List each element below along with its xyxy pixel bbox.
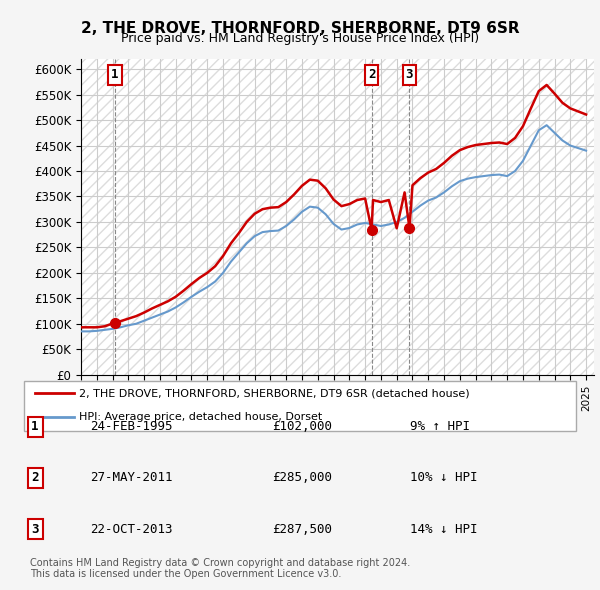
- Text: £285,000: £285,000: [272, 471, 332, 484]
- Text: 14% ↓ HPI: 14% ↓ HPI: [410, 523, 478, 536]
- Text: 27-MAY-2011: 27-MAY-2011: [90, 471, 173, 484]
- Text: £287,500: £287,500: [272, 523, 332, 536]
- Text: 1: 1: [111, 68, 119, 81]
- Text: 10% ↓ HPI: 10% ↓ HPI: [410, 471, 478, 484]
- Text: £102,000: £102,000: [272, 420, 332, 433]
- Text: HPI: Average price, detached house, Dorset: HPI: Average price, detached house, Dors…: [79, 412, 322, 422]
- Text: 2: 2: [368, 68, 376, 81]
- Text: Price paid vs. HM Land Registry's House Price Index (HPI): Price paid vs. HM Land Registry's House …: [121, 32, 479, 45]
- FancyBboxPatch shape: [24, 381, 576, 431]
- Text: 24-FEB-1995: 24-FEB-1995: [90, 420, 173, 433]
- Text: 9% ↑ HPI: 9% ↑ HPI: [410, 420, 470, 433]
- Text: 22-OCT-2013: 22-OCT-2013: [90, 523, 173, 536]
- Text: 2, THE DROVE, THORNFORD, SHERBORNE, DT9 6SR: 2, THE DROVE, THORNFORD, SHERBORNE, DT9 …: [80, 21, 520, 35]
- Text: 2, THE DROVE, THORNFORD, SHERBORNE, DT9 6SR (detached house): 2, THE DROVE, THORNFORD, SHERBORNE, DT9 …: [79, 388, 470, 398]
- Text: 1: 1: [31, 420, 39, 433]
- Text: Contains HM Land Registry data © Crown copyright and database right 2024.
This d: Contains HM Land Registry data © Crown c…: [30, 558, 410, 579]
- Text: 3: 3: [406, 68, 413, 81]
- Text: 2: 2: [31, 471, 39, 484]
- Text: 3: 3: [31, 523, 39, 536]
